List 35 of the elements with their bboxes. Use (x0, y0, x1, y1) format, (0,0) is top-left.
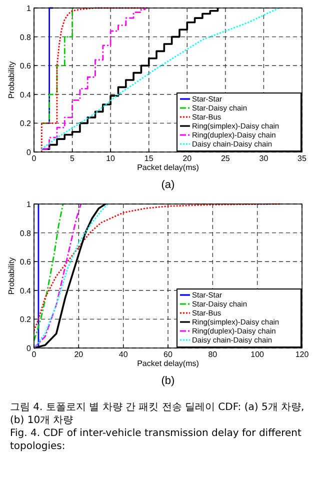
y-tick-label: 0.2 (20, 315, 32, 324)
line-series (34, 203, 64, 342)
y-axis-title: Probability (7, 257, 16, 295)
y-tick-label: 0.6 (20, 258, 32, 267)
x-axis-title: Packet delay(ms) (137, 359, 200, 368)
caption: 그림 4. 토폴로지 별 차량 간 패킷 전송 딜레이 CDF: (a) 5개 차량, (b) 10개 차량 (10, 402, 304, 426)
y-tick-label: 0.4 (20, 90, 32, 100)
x-tick-label: 35 (298, 154, 307, 163)
x-tick-label: 30 (259, 154, 269, 163)
text: (b) (161, 375, 175, 387)
y-tick-label: 0.8 (20, 228, 32, 238)
line-series (40, 7, 280, 150)
caption: Fig. 4. CDF of inter-vehicle transmission delay for different topologies: (10, 428, 302, 452)
x-tick-label: 15 (144, 154, 154, 163)
y-tick-label: 0.6 (20, 62, 32, 71)
x-tick-label: 80 (208, 350, 218, 359)
x-tick-label: 20 (182, 154, 192, 163)
y-axis-title: Probability (7, 61, 16, 99)
x-tick-label: 25 (220, 154, 230, 163)
x-tick-label: 40 (118, 350, 128, 359)
y-tick-label: 0.8 (20, 32, 32, 42)
x-tick-label: 120 (295, 350, 310, 359)
y-tick-label: 0.2 (20, 119, 32, 128)
y-tick-label: 0 (26, 344, 32, 353)
text: (a) (161, 179, 175, 191)
y-tick-label: 1 (26, 200, 32, 209)
y-tick-label: 0.4 (20, 286, 32, 296)
x-tick-label: 5 (70, 154, 76, 163)
y-tick-label: 0 (26, 148, 32, 157)
x-tick-label: 100 (250, 350, 265, 359)
x-tick-label: 20 (74, 350, 84, 359)
x-tick-label: 60 (164, 350, 173, 359)
x-tick-label: 10 (106, 154, 116, 163)
x-axis-title: Packet delay(ms) (137, 163, 200, 172)
y-tick-label: 1 (26, 4, 32, 13)
